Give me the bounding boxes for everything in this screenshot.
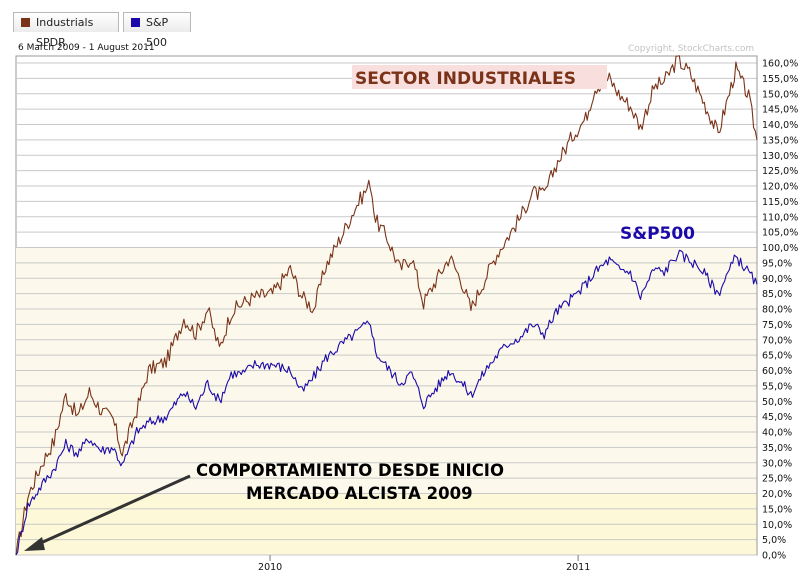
sector-label-background bbox=[352, 65, 607, 89]
x-tick-label: 2011 bbox=[566, 562, 590, 573]
y-tick-label: 95,0% bbox=[762, 258, 792, 269]
y-tick-label: 20,0% bbox=[762, 489, 792, 500]
industrials-series-line bbox=[15, 55, 758, 556]
y-tick-label: 150,0% bbox=[762, 89, 798, 100]
y-tick-label: 160,0% bbox=[762, 59, 798, 70]
y-tick-label: 115,0% bbox=[762, 197, 798, 208]
y-tick-label: 145,0% bbox=[762, 105, 798, 116]
y-tick-label: 140,0% bbox=[762, 120, 798, 131]
y-tick-label: 105,0% bbox=[762, 228, 798, 239]
copyright-text: Copyright, StockCharts.com bbox=[628, 44, 755, 54]
legend-tab-industrials[interactable]: Industrials SPDR bbox=[13, 12, 119, 49]
arrow-shaft bbox=[33, 474, 191, 548]
y-tick-label: 40,0% bbox=[762, 428, 792, 439]
sector-industriales-label: SECTOR INDUSTRIALES bbox=[355, 69, 576, 89]
y-tick-label: 5,0% bbox=[762, 535, 786, 546]
comportamiento-label-line2: MERCADO ALCISTA 2009 bbox=[246, 484, 473, 503]
y-tick-label: 80,0% bbox=[762, 305, 792, 316]
legend-label-sp500: S&P 500 bbox=[146, 16, 169, 49]
y-tick-label: 60,0% bbox=[762, 366, 792, 377]
y-tick-label: 85,0% bbox=[762, 289, 792, 300]
y-tick-label: 120,0% bbox=[762, 182, 798, 193]
y-tick-label: 25,0% bbox=[762, 474, 792, 485]
y-tick-label: 75,0% bbox=[762, 320, 792, 331]
date-range: 6 March 2009 - 1 August 2011 bbox=[18, 43, 155, 53]
y-tick-label: 110,0% bbox=[762, 212, 798, 223]
sp500-swatch bbox=[131, 18, 140, 27]
y-tick-label: 100,0% bbox=[762, 243, 798, 254]
sp500-series-line bbox=[15, 249, 758, 556]
y-tick-label: 90,0% bbox=[762, 274, 792, 285]
y-tick-label: 45,0% bbox=[762, 412, 792, 423]
legend-label-industrials: Industrials SPDR bbox=[36, 16, 94, 49]
x-tick-label: 2010 bbox=[258, 562, 282, 573]
comportamiento-label-line1: COMPORTAMIENTO DESDE INICIO bbox=[196, 461, 504, 480]
arrow-head bbox=[24, 537, 45, 551]
y-tick-label: 130,0% bbox=[762, 151, 798, 162]
y-tick-label: 30,0% bbox=[762, 458, 792, 469]
y-tick-label: 10,0% bbox=[762, 520, 792, 531]
y-tick-label: 55,0% bbox=[762, 381, 792, 392]
sp500-label: S&P500 bbox=[620, 224, 695, 244]
y-tick-label: 70,0% bbox=[762, 335, 792, 346]
legend-tab-sp500[interactable]: S&P 500 bbox=[123, 12, 191, 49]
legend-tabs: Industrials SPDR S&P 500 bbox=[0, 0, 810, 49]
y-tick-label: 65,0% bbox=[762, 351, 792, 362]
y-tick-label: 35,0% bbox=[762, 443, 792, 454]
y-tick-label: 155,0% bbox=[762, 74, 798, 85]
y-tick-label: 0,0% bbox=[762, 551, 786, 562]
y-tick-label: 125,0% bbox=[762, 166, 798, 177]
y-tick-label: 50,0% bbox=[762, 397, 792, 408]
y-tick-label: 15,0% bbox=[762, 504, 792, 515]
y-tick-label: 135,0% bbox=[762, 135, 798, 146]
industrials-swatch bbox=[21, 18, 30, 27]
